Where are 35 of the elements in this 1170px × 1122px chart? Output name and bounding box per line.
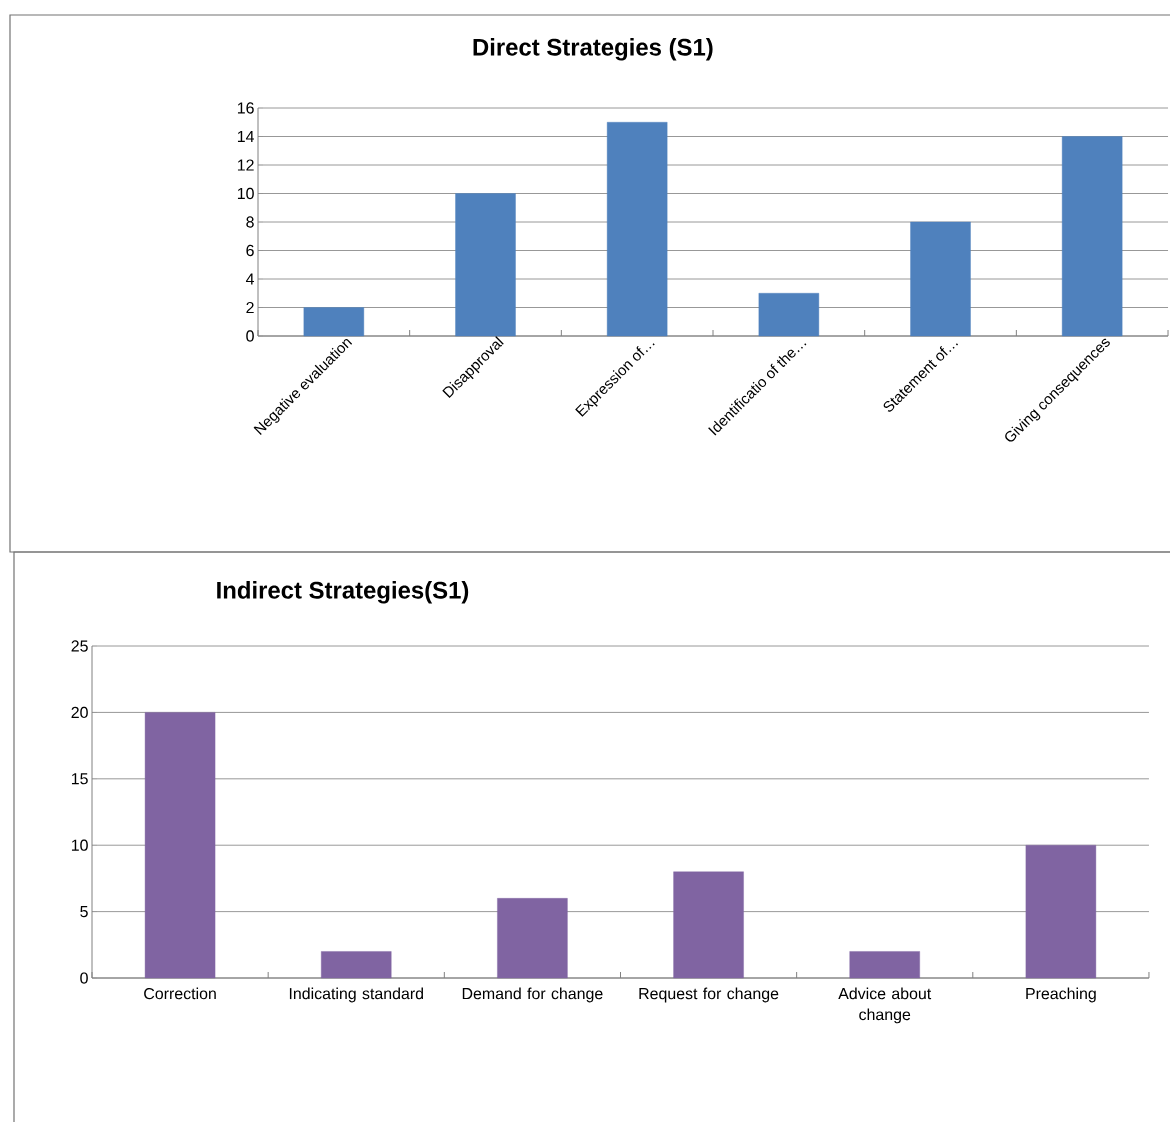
y-tick-label: 0 [246, 330, 254, 342]
y-tick-label: 4 [245, 273, 255, 285]
chart-title: Direct Strategies (S1) [473, 38, 713, 61]
x-tick-label: Demand for change [462, 987, 603, 1003]
bar [303, 307, 365, 337]
bar [606, 122, 668, 337]
y-tick-label: 5 [80, 906, 88, 918]
y-tick-label: 2 [246, 301, 254, 314]
y-tick-label: 6 [246, 244, 254, 257]
bar [321, 951, 392, 979]
y-tick-label: 16 [237, 102, 254, 114]
x-tick-label: Preaching [1026, 987, 1096, 1003]
bar [455, 193, 516, 337]
bar [1025, 845, 1097, 979]
bar [673, 871, 744, 979]
bar [1061, 136, 1123, 337]
y-tick-label: 12 [237, 159, 254, 171]
chart-title: Indirect Strategies(S1) [217, 581, 469, 604]
y-tick-label: 10 [237, 187, 254, 200]
y-tick-label: 15 [71, 773, 88, 785]
y-tick-label: 14 [237, 131, 255, 142]
bar [910, 221, 971, 337]
y-tick-label: 10 [71, 839, 88, 851]
x-tick-label: Indicating standard [289, 987, 423, 1003]
bar [758, 293, 820, 337]
y-tick-label: 0 [80, 972, 88, 984]
bar [497, 898, 568, 979]
bar [144, 712, 216, 979]
bar [849, 951, 920, 979]
x-tick-label: Advice about change [838, 987, 932, 1024]
x-tick-label: Correction [144, 987, 216, 1000]
y-tick-label: 8 [246, 216, 254, 228]
y-tick-label: 25 [71, 640, 88, 652]
y-tick-label: 20 [71, 706, 88, 719]
x-tick-label: Request for change [639, 987, 779, 1003]
